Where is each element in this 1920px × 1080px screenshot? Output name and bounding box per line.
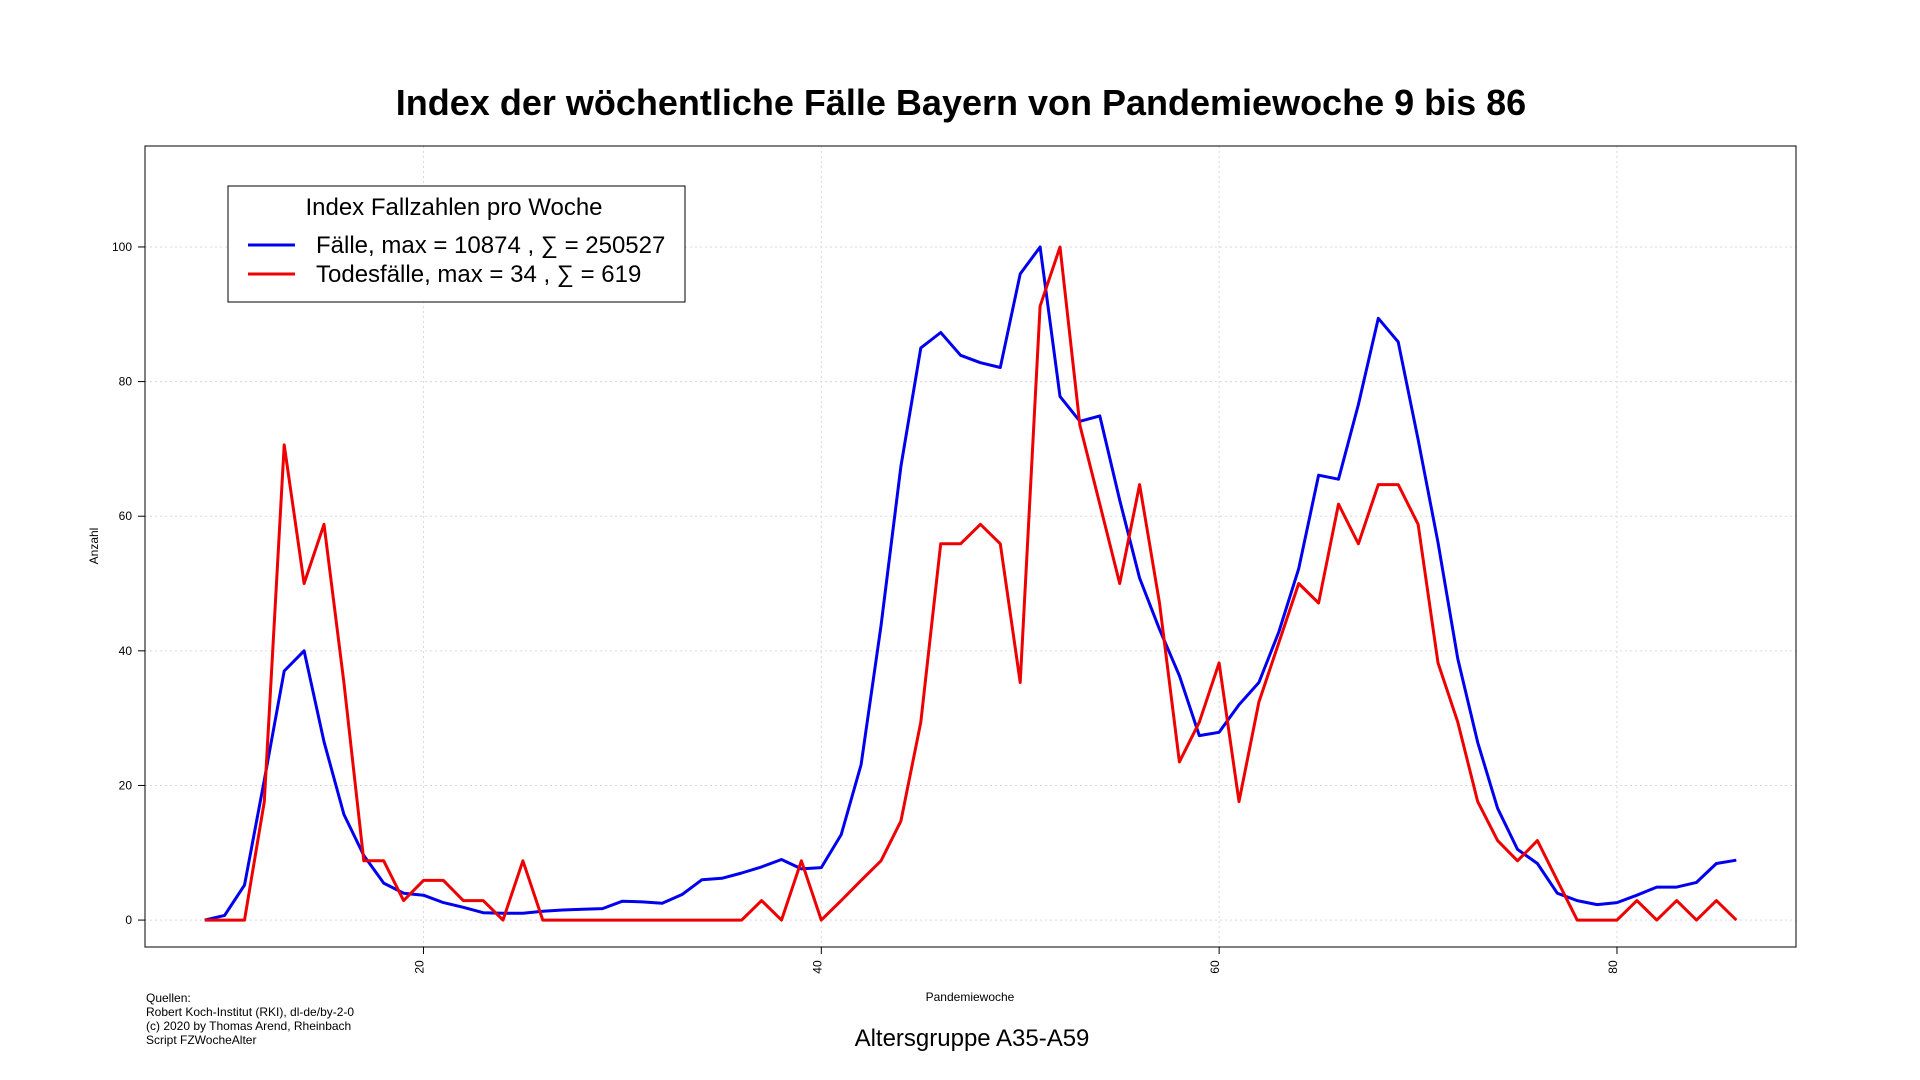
series-line-faelle [204,245,1737,922]
source-line-copyright: (c) 2020 by Thomas Arend, Rheinbach [146,1019,351,1033]
y-tick-label-80: 80 [119,375,133,389]
x-tick-label-80: 80 [1606,960,1620,974]
y-tick-label-60: 60 [119,509,133,523]
legend-label-faelle: Fälle, max = 10874 , ∑ = 250527 [316,232,665,259]
x-tick-label-40: 40 [810,960,824,974]
y-tick-label-100: 100 [112,240,132,254]
y-tick-label-0: 0 [125,913,132,927]
source-line-script: Script FZWocheAlter [146,1033,256,1047]
chart-subtitle: Altersgruppe A35-A59 [855,1025,1090,1052]
y-tick-label-40: 40 [119,644,133,658]
sources-label: Quellen: [146,991,191,1005]
series-line-todesfaelle [204,245,1738,922]
legend: Index Fallzahlen pro Woche Fälle, max = … [227,185,686,303]
x-axis-label: Pandemiewoche [926,990,1015,1004]
footer: Quellen: Robert Koch-Institut (RKI), dl-… [146,991,1089,1052]
y-tick-label-20: 20 [119,778,133,792]
source-line-rki: Robert Koch-Institut (RKI), dl-de/by-2-0 [146,1005,354,1019]
chart-title: Index der wöchentliche Fälle Bayern von … [396,82,1526,123]
y-axis-label: Anzahl [87,528,101,565]
axes: 0 20 40 60 80 100 20 40 60 80 [112,240,1620,974]
x-tick-label-20: 20 [412,960,426,974]
legend-title: Index Fallzahlen pro Woche [305,194,602,221]
legend-label-todesfaelle: Todesfälle, max = 34 , ∑ = 619 [316,261,641,288]
series-layer [204,245,1738,922]
legend-box [227,185,686,303]
plot-frame [144,145,1797,948]
x-tick-label-60: 60 [1208,960,1222,974]
